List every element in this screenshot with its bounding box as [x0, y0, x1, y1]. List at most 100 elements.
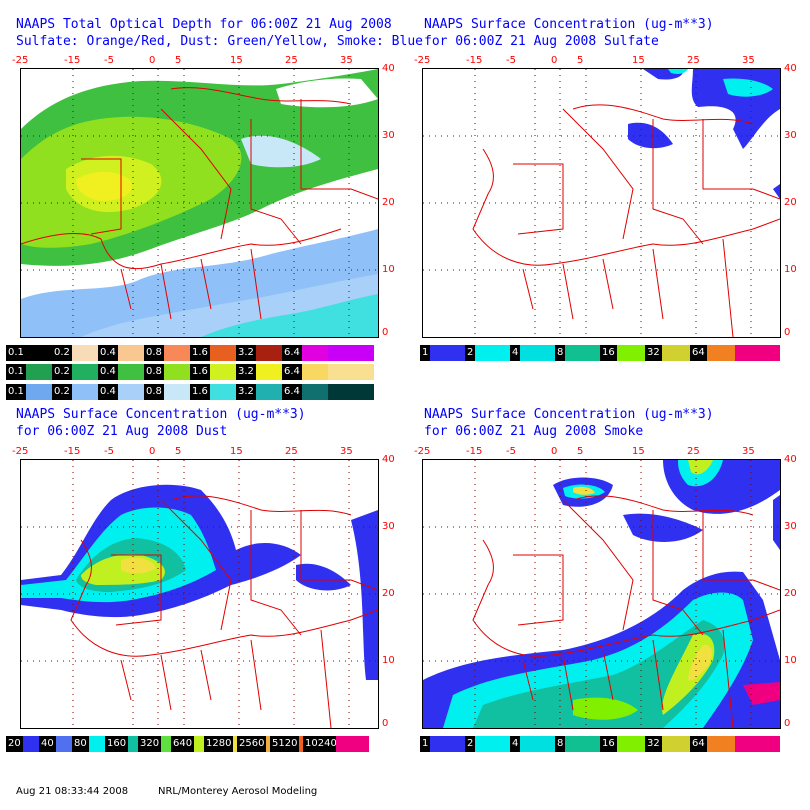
- sulfate-conc-label: 2: [465, 345, 476, 361]
- sulfate-conc-swatch: 32: [645, 345, 690, 361]
- panel-bl-title-2: for 06:00Z 21 Aug 2008 Dust: [16, 424, 228, 439]
- panel-tr-title-1: NAAPS Surface Concentration (ug-m**3): [424, 17, 714, 32]
- colorbar-sulfate-concentration: 1 2 4 8 16 32 64: [420, 345, 780, 361]
- tl-lon-tick: 5: [175, 55, 182, 66]
- smoke-od-swatch: 1.6: [190, 384, 236, 400]
- tl-lon-tick: -5: [104, 55, 114, 66]
- smoke-od-label: 6.4: [282, 384, 302, 400]
- dust-conc-swatch: 40: [39, 736, 72, 752]
- smoke-od-swatch: 6.4: [282, 384, 328, 400]
- panel-tl-title-1: NAAPS Total Optical Depth for 06:00Z 21 …: [16, 17, 392, 32]
- sulfate-conc-label: 4: [510, 345, 521, 361]
- smoke-conc-swatch: 4: [510, 736, 555, 752]
- br-lon-tick: -15: [466, 446, 483, 457]
- tl-lon-tick: 15: [230, 55, 243, 66]
- sulfate-od-label: 0.8: [144, 345, 164, 361]
- bl-lon-tick: 0: [149, 446, 156, 457]
- smoke-conc-swatch: 32: [645, 736, 690, 752]
- sulfate-conc-label: 16: [600, 345, 617, 361]
- bl-lat-tick: 0: [382, 718, 389, 729]
- panel-br-title-1: NAAPS Surface Concentration (ug-m**3): [424, 407, 714, 422]
- smoke-od-label: 0.1: [6, 384, 26, 400]
- bl-lon-tick: 15: [230, 446, 243, 457]
- bl-lat-tick: 20: [382, 588, 395, 599]
- dust-od-swatch: 0.8: [144, 364, 190, 380]
- tr-lat-tick: 40: [784, 63, 797, 74]
- dust-conc-label: 320: [138, 736, 162, 752]
- tl-lat-tick: 20: [382, 197, 395, 208]
- smoke-conc-label: 32: [645, 736, 662, 752]
- smoke-conc-label: 2: [465, 736, 476, 752]
- sulfate-od-swatch: 0.2: [52, 345, 98, 361]
- smoke-od-label: 0.8: [144, 384, 164, 400]
- smoke-od-swatch: 0.8: [144, 384, 190, 400]
- colorbar-dust-concentration: 20 40 80 160 320 640 1280 2560 5120 10240: [6, 736, 369, 752]
- map-smoke-concentration: [422, 459, 781, 729]
- dust-od-swatch: 0.2: [52, 364, 98, 380]
- dust-conc-label: 5120: [270, 736, 300, 752]
- sulfate-conc-swatch: [735, 345, 780, 361]
- tl-lat-tick: 40: [382, 63, 395, 74]
- sulfate-conc-swatch: 1: [420, 345, 465, 361]
- smoke-conc-swatch: 8: [555, 736, 600, 752]
- dust-od-label: 0.8: [144, 364, 164, 380]
- dust-conc-label: 160: [105, 736, 129, 752]
- colorbar-dust-optical-depth: 0.1 0.2 0.4 0.8 1.6 3.2 6.4: [6, 364, 374, 380]
- bl-lat-tick: 10: [382, 655, 395, 666]
- smoke-od-swatch: 0.2: [52, 384, 98, 400]
- smoke-conc-label: 1: [420, 736, 431, 752]
- br-lon-tick: -25: [414, 446, 431, 457]
- sulfate-od-swatch: 1.6: [190, 345, 236, 361]
- dust-od-label: 3.2: [236, 364, 256, 380]
- bl-lon-tick: -15: [64, 446, 81, 457]
- sulfate-conc-swatch: 8: [555, 345, 600, 361]
- smoke-od-label: 0.2: [52, 384, 72, 400]
- sulfate-od-label: 1.6: [190, 345, 210, 361]
- br-lat-tick: 10: [784, 655, 797, 666]
- sulfate-od-swatch: [328, 345, 374, 361]
- smoke-od-swatch: [328, 384, 374, 400]
- sulfate-conc-swatch: 64: [690, 345, 735, 361]
- sulfate-conc-label: 32: [645, 345, 662, 361]
- colorbar-smoke-concentration: 1 2 4 8 16 32 64: [420, 736, 780, 752]
- panel-bl-title-1: NAAPS Surface Concentration (ug-m**3): [16, 407, 306, 422]
- sulfate-od-label: 6.4: [282, 345, 302, 361]
- smoke-conc-label: 64: [690, 736, 707, 752]
- dust-od-swatch: 0.1: [6, 364, 52, 380]
- br-lat-tick: 30: [784, 521, 797, 532]
- smoke-conc-label: 4: [510, 736, 521, 752]
- br-lon-tick: -5: [506, 446, 516, 457]
- tl-lon-tick: 0: [149, 55, 156, 66]
- bl-lon-tick: -25: [12, 446, 29, 457]
- dust-od-label: 6.4: [282, 364, 302, 380]
- dust-od-swatch: 3.2: [236, 364, 282, 380]
- map-total-optical-depth: [20, 68, 379, 338]
- br-lon-tick: 35: [742, 446, 755, 457]
- smoke-conc-swatch: 1: [420, 736, 465, 752]
- tr-lat-tick: 0: [784, 327, 791, 338]
- br-lon-tick: 0: [551, 446, 558, 457]
- dust-conc-swatch: [336, 736, 369, 752]
- tr-lon-tick: 35: [742, 55, 755, 66]
- br-lat-tick: 20: [784, 588, 797, 599]
- dust-od-label: 0.2: [52, 364, 72, 380]
- tr-lon-tick: -5: [506, 55, 516, 66]
- sulfate-conc-label: 1: [420, 345, 431, 361]
- smoke-od-label: 1.6: [190, 384, 210, 400]
- footer-credit: NRL/Monterey Aerosol Modeling: [158, 786, 318, 797]
- tr-lon-tick: -15: [466, 55, 483, 66]
- sulfate-od-swatch: 3.2: [236, 345, 282, 361]
- br-lat-tick: 0: [784, 718, 791, 729]
- smoke-conc-swatch: 16: [600, 736, 645, 752]
- dust-conc-swatch: 10240: [303, 736, 339, 752]
- dust-od-swatch: 6.4: [282, 364, 328, 380]
- tl-lat-tick: 30: [382, 130, 395, 141]
- dust-conc-label: 40: [39, 736, 56, 752]
- bl-lon-tick: 25: [285, 446, 298, 457]
- sulfate-od-label: 0.4: [98, 345, 118, 361]
- map-dust-concentration: [20, 459, 379, 729]
- sulfate-conc-label: 64: [690, 345, 707, 361]
- dust-conc-label: 2560: [237, 736, 267, 752]
- sulfate-conc-swatch: 4: [510, 345, 555, 361]
- dust-conc-swatch: 80: [72, 736, 105, 752]
